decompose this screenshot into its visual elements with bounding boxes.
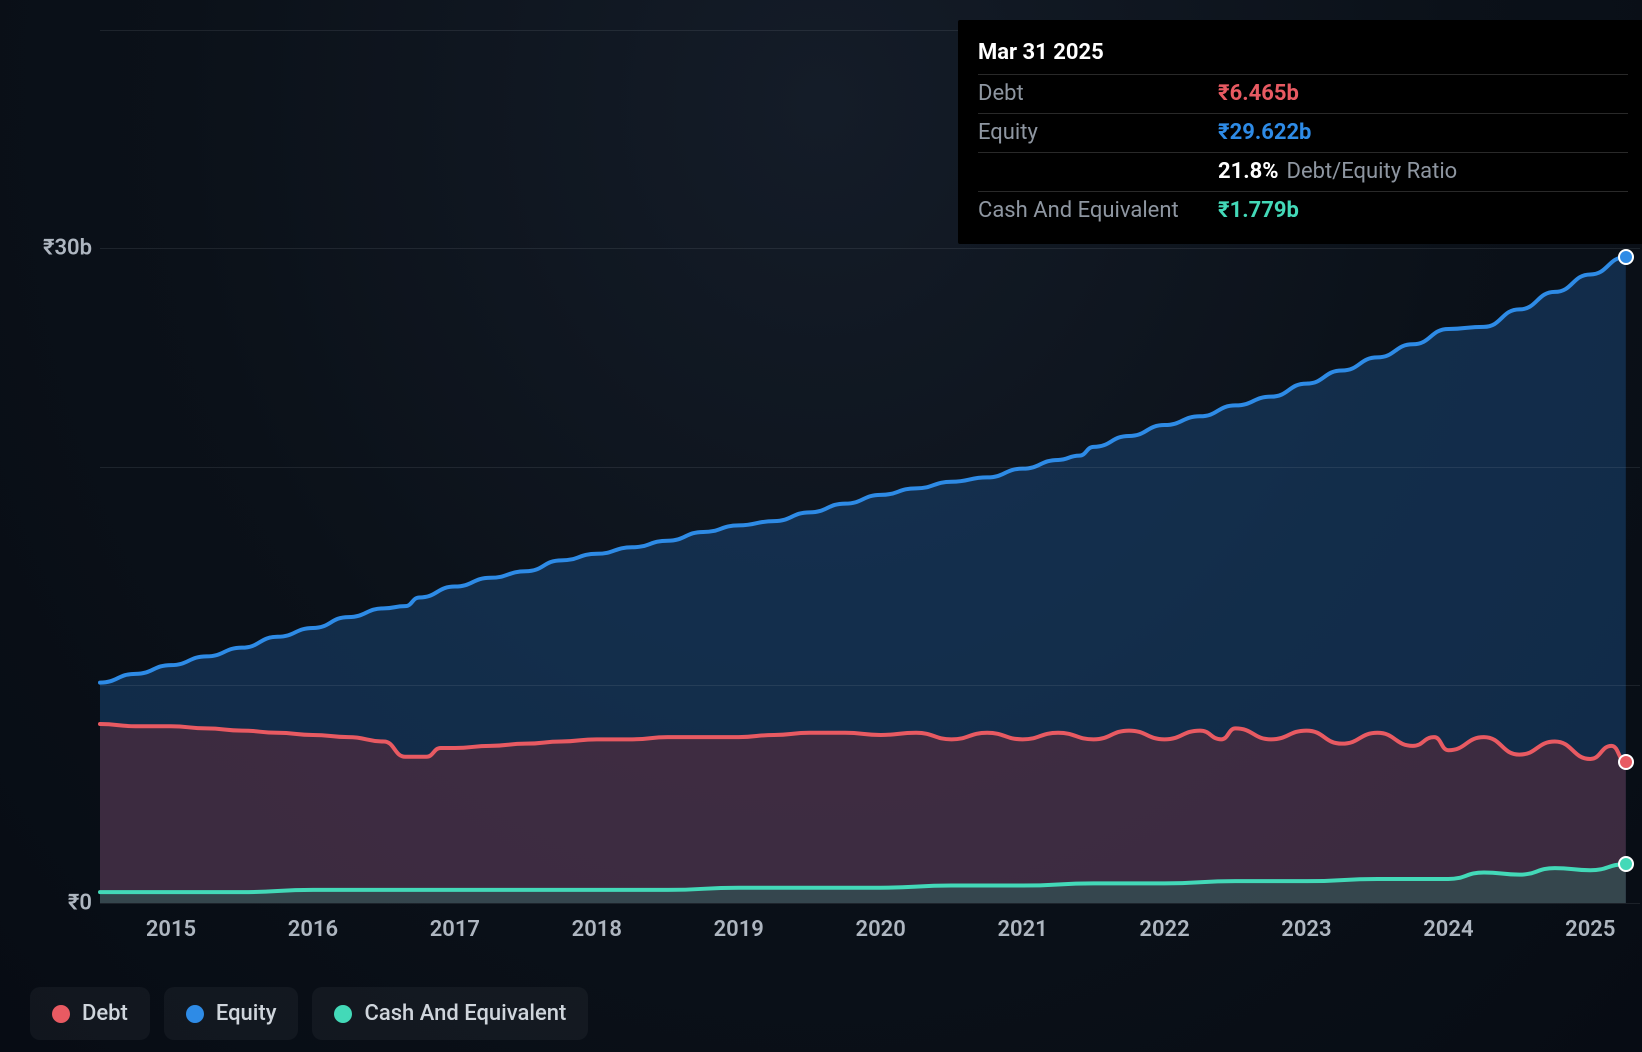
tooltip-date: Mar 31 2025 (978, 36, 1628, 74)
legend-dot-icon (186, 1005, 204, 1023)
legend-item-debt[interactable]: Debt (30, 987, 150, 1040)
chart-tooltip: Mar 31 2025 Debt₹6.465bEquity₹29.622b21.… (958, 20, 1642, 244)
tooltip-ratio-value: 21.8% (1218, 159, 1279, 184)
tooltip-value: ₹1.779b (1218, 194, 1299, 228)
x-axis-label: 2022 (1139, 903, 1189, 942)
legend-label: Equity (216, 1001, 277, 1026)
x-axis-label: 2025 (1565, 903, 1615, 942)
gridline (100, 467, 1640, 468)
legend-item-equity[interactable]: Equity (164, 987, 299, 1040)
x-axis-label: 2019 (714, 903, 764, 942)
tooltip-label: Equity (978, 116, 1218, 150)
x-axis-label: 2024 (1423, 903, 1473, 942)
tooltip-row-ratio: 21.8% Debt/Equity Ratio (978, 152, 1628, 191)
tooltip-value: ₹29.622b (1218, 116, 1311, 150)
x-axis-label: 2018 (572, 903, 622, 942)
tooltip-label (978, 155, 1218, 189)
legend-label: Debt (82, 1001, 128, 1026)
tooltip-ratio-label: Debt/Equity Ratio (1287, 159, 1458, 184)
gridline (100, 248, 1640, 249)
x-axis-label: 2015 (146, 903, 196, 942)
x-axis-label: 2016 (288, 903, 338, 942)
tooltip-ratio: 21.8% Debt/Equity Ratio (1218, 155, 1457, 189)
legend-dot-icon (52, 1005, 70, 1023)
y-axis-label: ₹30b (43, 236, 100, 261)
x-axis-label: 2023 (1281, 903, 1331, 942)
y-axis-label: ₹0 (68, 891, 100, 916)
legend-label: Cash And Equivalent (364, 1001, 566, 1026)
legend-item-cash[interactable]: Cash And Equivalent (312, 987, 588, 1040)
equity-end-marker (1618, 249, 1634, 265)
debt-equity-chart: ₹0 ₹30b 2015 2016 2017 2018 2019 2020 2021 2022 20… (0, 0, 1642, 1052)
tooltip-label: Cash And Equivalent (978, 194, 1218, 228)
x-axis-label: 2021 (997, 903, 1047, 942)
debt-end-marker (1618, 754, 1634, 770)
tooltip-row-cash: Cash And Equivalent₹1.779b (978, 191, 1628, 230)
x-axis-label: 2017 (430, 903, 480, 942)
gridline (100, 685, 1640, 686)
x-axis-label: 2020 (856, 903, 906, 942)
cash-end-marker (1618, 856, 1634, 872)
debt-area (100, 724, 1626, 903)
tooltip-label: Debt (978, 77, 1218, 111)
tooltip-value: ₹6.465b (1218, 77, 1299, 111)
tooltip-row-debt: Debt₹6.465b (978, 74, 1628, 113)
tooltip-row-equity: Equity₹29.622b (978, 113, 1628, 152)
chart-legend: Debt Equity Cash And Equivalent (30, 987, 588, 1040)
legend-dot-icon (334, 1005, 352, 1023)
